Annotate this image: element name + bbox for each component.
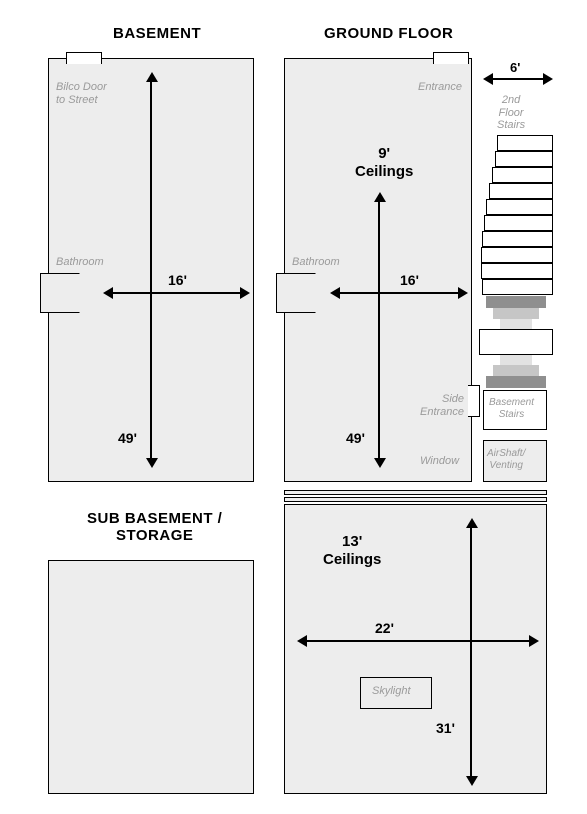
- ground-bathroom-label: Bathroom: [292, 256, 340, 269]
- stair-2f-3: [492, 167, 553, 183]
- stair-2f-6: [484, 215, 553, 231]
- ground-h-arrow-right: [458, 287, 468, 299]
- sub-basement-plan: [48, 560, 254, 794]
- stair-2f-1: [497, 135, 553, 151]
- bilco-door: [66, 52, 102, 64]
- grey-step-3: [500, 319, 532, 329]
- ground-title: GROUND FLOOR: [324, 25, 453, 42]
- ground-h-arrow-left: [330, 287, 340, 299]
- stair-width-right: [543, 73, 553, 85]
- sub-basement-title: SUB BASEMENT / STORAGE: [87, 510, 222, 544]
- stair-2f-2: [495, 151, 553, 167]
- lower-v-arrow-down: [466, 776, 478, 786]
- airshaft-label: AirShaft/ Venting: [487, 448, 525, 471]
- stair-width-line: [488, 78, 546, 80]
- basement-v-arrow-up: [146, 72, 158, 82]
- lower-h-arrow-right: [529, 635, 539, 647]
- basement-bathroom-label: Bathroom: [56, 256, 104, 269]
- entrance-label: Entrance: [418, 81, 462, 94]
- basement-height-label: 49': [118, 430, 137, 446]
- side-entrance-label: Side Entrance: [420, 393, 464, 418]
- ground-v-arrow-line: [378, 195, 380, 463]
- lower-v-arrow-line: [470, 522, 472, 780]
- skylight-label: Skylight: [372, 685, 411, 698]
- stair-width-label: 6': [510, 60, 520, 75]
- bgrey-step-3: [486, 376, 546, 388]
- basement-h-arrow-right: [240, 287, 250, 299]
- basement-stairs-label: Basement Stairs: [489, 397, 534, 420]
- second-floor-stairs-label: 2nd Floor Stairs: [497, 94, 525, 132]
- basement-h-arrow-left: [103, 287, 113, 299]
- window-label: Window: [420, 455, 459, 468]
- entrance-notch: [433, 52, 469, 64]
- lower-height-label: 31': [436, 720, 455, 736]
- ground-h-arrow-line: [335, 292, 461, 294]
- grey-step-2: [493, 308, 539, 319]
- ground-height-label: 49': [346, 430, 365, 446]
- basement-h-arrow-line: [108, 292, 244, 294]
- basement-bathroom: [40, 273, 80, 313]
- lower-h-arrow-left: [297, 635, 307, 647]
- ground-width-label: 16': [400, 272, 419, 288]
- lower-width-label: 22': [375, 620, 394, 636]
- stair-2f-9: [481, 263, 553, 279]
- stair-2f-5: [486, 199, 553, 215]
- basement-title: BASEMENT: [113, 25, 201, 42]
- bgrey-step-1: [500, 355, 532, 365]
- stair-width-left: [483, 73, 493, 85]
- basement-width-label: 16': [168, 272, 187, 288]
- divider-bar-1: [284, 490, 547, 495]
- stair-2f-4: [489, 183, 553, 199]
- side-entrance-notch: [468, 385, 480, 417]
- ground-v-arrow-up: [374, 192, 386, 202]
- ceilings-9: 9' Ceilings: [355, 145, 413, 181]
- basement-v-arrow-down: [146, 458, 158, 468]
- ceilings-13: 13' Ceilings: [323, 533, 381, 569]
- stair-2f-7: [482, 231, 553, 247]
- divider-bar-2: [284, 497, 547, 502]
- bgrey-step-2: [493, 365, 539, 376]
- stair-2f-10: [482, 279, 553, 295]
- lower-v-arrow-up: [466, 518, 478, 528]
- ground-bathroom: [276, 273, 316, 313]
- basement-v-arrow-line: [150, 75, 152, 463]
- lower-h-arrow-line: [302, 640, 532, 642]
- stair-2f-8: [481, 247, 553, 263]
- stair-landing: [479, 329, 553, 355]
- grey-step-1: [486, 296, 546, 308]
- bilco-label: Bilco Door to Street: [56, 81, 107, 106]
- ground-v-arrow-down: [374, 458, 386, 468]
